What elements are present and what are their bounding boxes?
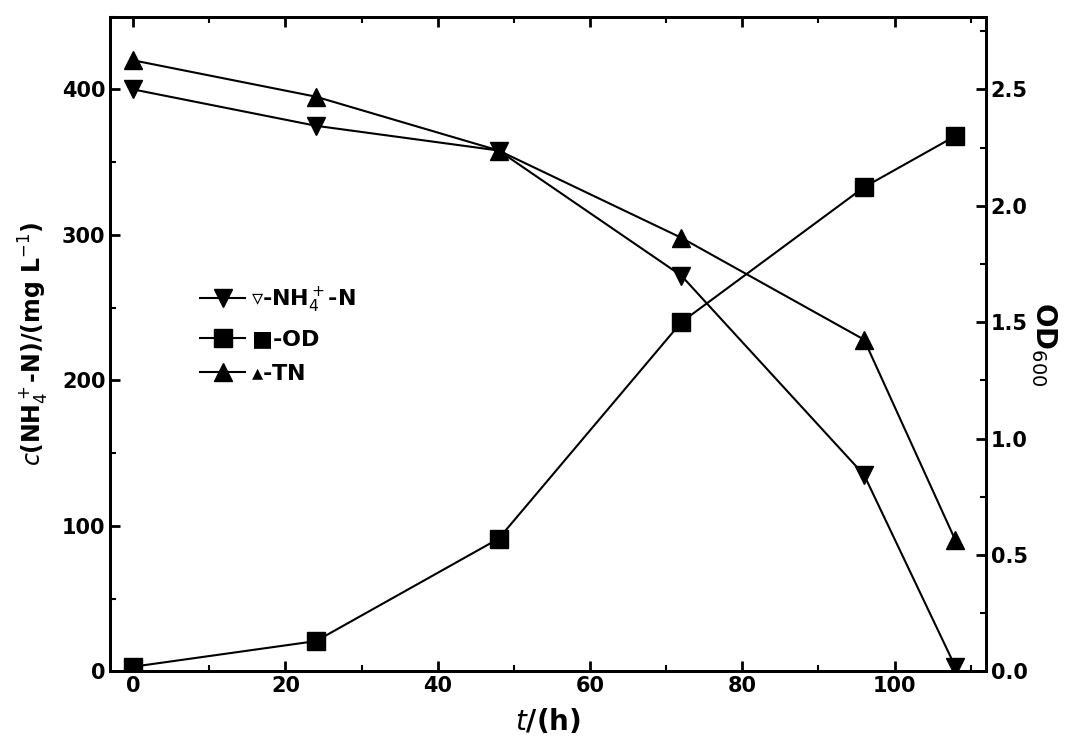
X-axis label: $t$/(h): $t$/(h): [515, 707, 582, 736]
Legend: $\mathbf{\triangledown}$-NH$_4^+$-N, $\blacksquare$-OD, $\blacktriangle$-TN: $\mathbf{\triangledown}$-NH$_4^+$-N, $\b…: [191, 276, 366, 393]
Y-axis label: OD$_{600}$: OD$_{600}$: [1029, 302, 1058, 386]
Y-axis label: $c$(NH$_4^+$-N)/(mg L$^{-1}$): $c$(NH$_4^+$-N)/(mg L$^{-1}$): [17, 221, 51, 466]
